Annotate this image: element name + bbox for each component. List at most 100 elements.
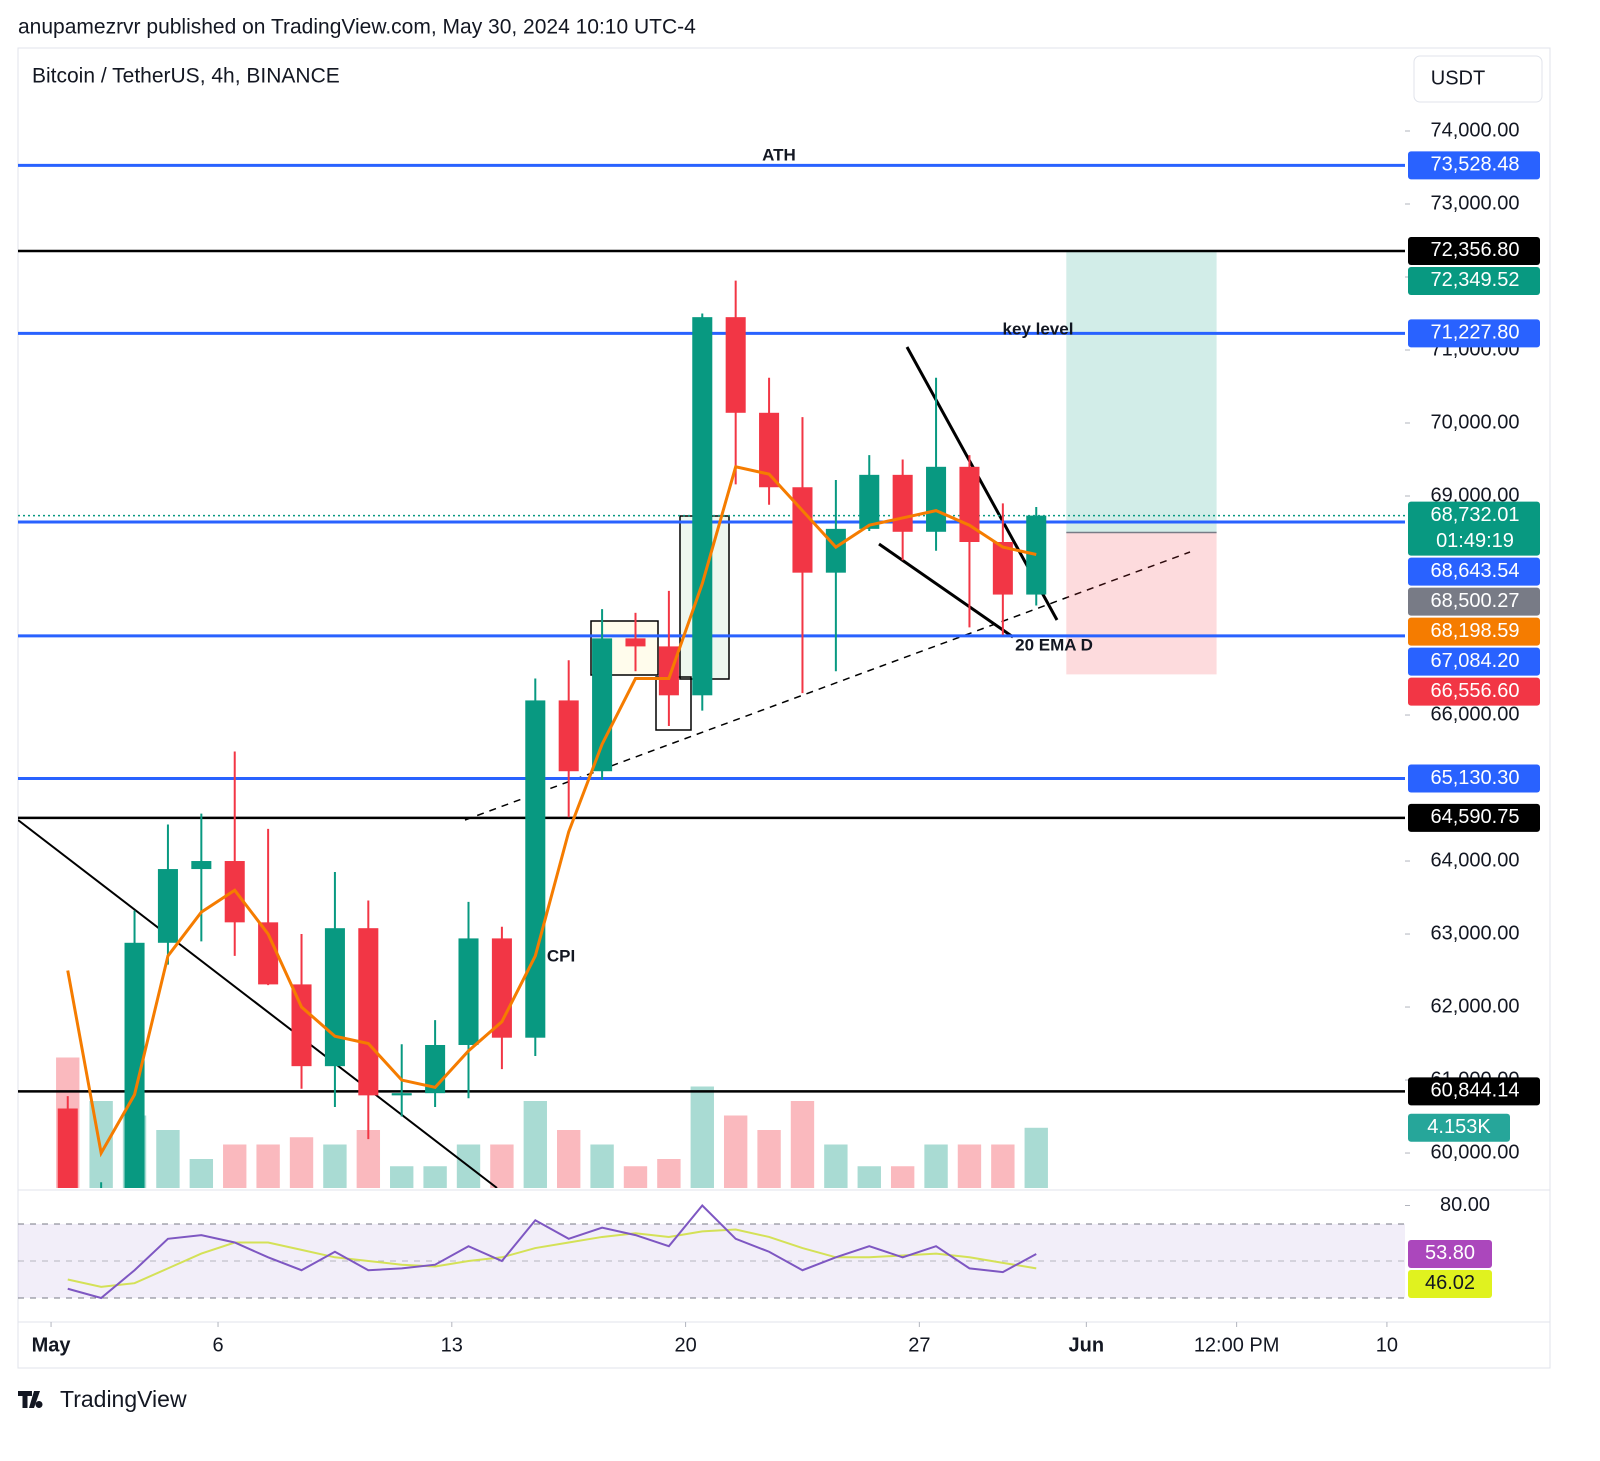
candle-body: [926, 466, 947, 532]
candle-body: [558, 700, 579, 772]
rsi-panel: 80.00 53.80 46.02: [18, 1194, 1492, 1300]
candle-body: [825, 528, 846, 573]
price-label-box: [1408, 236, 1540, 265]
price-label-box: [1408, 764, 1540, 793]
candle-body: [291, 984, 312, 1067]
y-tick-label: 69,000.00: [1431, 484, 1520, 506]
rsi-line: [67, 1228, 1037, 1288]
volume-layer: [56, 1057, 1048, 1188]
trend-line: [18, 819, 498, 1188]
rsi-line: [67, 1204, 1037, 1300]
candle-body: [124, 942, 145, 1188]
annotation: CPI: [547, 946, 575, 965]
volume-bar: [1024, 1127, 1048, 1188]
volume-bar: [824, 1144, 848, 1188]
currency-button[interactable]: [1413, 55, 1543, 103]
price-label: 66,556.60: [1431, 680, 1520, 702]
profit-zone: [1066, 251, 1217, 533]
price-label-box: [1408, 151, 1540, 180]
candle-body: [258, 922, 279, 985]
logo-mark: [18, 1391, 43, 1409]
x-tick-label: Jun: [1069, 1334, 1105, 1356]
y-tick-label: 63,000.00: [1431, 922, 1520, 944]
y-tick-label: 66,000.00: [1431, 703, 1520, 725]
rsi-ma-label-box: [1408, 1269, 1492, 1298]
candle-body: [992, 542, 1013, 595]
volume-bar: [323, 1144, 347, 1188]
x-tick-label: 27: [908, 1334, 930, 1356]
y-tick-label: 74,000.00: [1431, 119, 1520, 141]
price-label: 60,844.14: [1431, 1080, 1520, 1102]
candle-body: [658, 646, 679, 696]
volume-bar: [790, 1101, 815, 1188]
volume-label: 4.153K: [1427, 1116, 1491, 1138]
volume-bar: [757, 1130, 781, 1188]
y-tick-label: 64,000.00: [1431, 849, 1520, 871]
price-label: 72,349.52: [1431, 269, 1520, 291]
rsi-tick-label: 80.00: [1440, 1194, 1490, 1216]
candle-body: [358, 928, 379, 1096]
candle-body: [157, 869, 178, 943]
volume-bar: [289, 1137, 314, 1188]
price-label-box: [1408, 677, 1540, 706]
rsi-lines: [67, 1204, 1037, 1300]
volume-bar: [657, 1159, 681, 1188]
rsi-label: 53.80: [1425, 1242, 1475, 1264]
x-tick-label: 6: [212, 1334, 223, 1356]
volume-bar: [390, 1166, 414, 1188]
brand-logo: TradingView: [18, 1386, 187, 1412]
volume-bar: [590, 1144, 614, 1188]
candle-body: [692, 317, 713, 696]
brand: TradingView: [60, 1386, 187, 1412]
price-label: 68,198.59: [1431, 620, 1520, 642]
volume-bar: [623, 1166, 648, 1188]
price-label-box: [1408, 266, 1540, 295]
candle-body: [1026, 515, 1047, 595]
price-label-box: [1408, 501, 1540, 556]
volume-bar: [890, 1166, 915, 1188]
candle-body: [57, 1108, 78, 1188]
price-label: 65,130.30: [1431, 767, 1520, 789]
candle-body: [759, 412, 780, 488]
annotation: ATH: [762, 145, 796, 164]
candle-body: [892, 474, 913, 532]
price-label: 72,356.80: [1431, 239, 1520, 261]
price-label: 64,590.75: [1431, 806, 1520, 828]
rsi-label-box: [1408, 1239, 1492, 1268]
volume-bar: [156, 1130, 180, 1188]
volume-label-box: [1408, 1113, 1510, 1142]
volume-bar: [557, 1130, 581, 1188]
candle-body: [725, 317, 746, 413]
candle-body: [458, 938, 479, 1045]
volume-bar: [924, 1144, 948, 1188]
price-label-box: [1408, 1077, 1540, 1106]
x-tick-label: May: [32, 1334, 72, 1356]
volume-bar: [256, 1144, 280, 1188]
loss-zone: [1066, 532, 1217, 675]
x-tick-label: 20: [674, 1334, 696, 1356]
price-label-box: [1408, 319, 1540, 348]
price-label-box: [1408, 803, 1540, 832]
price-label: 71,227.80: [1431, 322, 1520, 344]
candle-body: [625, 638, 646, 647]
chart-title: Bitcoin / TetherUS, 4h, BINANCE: [32, 65, 340, 88]
candle-body: [859, 474, 880, 529]
candle-body: [191, 861, 212, 870]
volume-bar: [857, 1166, 881, 1188]
volume-bar: [423, 1166, 447, 1188]
level-lines: [18, 163, 1405, 1093]
volume-bar: [523, 1101, 547, 1188]
header: anupamezrvr published on TradingView.com…: [18, 16, 696, 39]
rsi-ma-label: 46.02: [1425, 1272, 1475, 1294]
axes: 74,000.0073,000.0072,000.0071,000.0070,0…: [32, 119, 1540, 1356]
price-label-box: [1408, 617, 1540, 646]
price-label-box: [1408, 587, 1540, 616]
currency: USDT: [1431, 67, 1485, 89]
frame: [17, 47, 1551, 1369]
volume-bar: [356, 1130, 381, 1188]
volume-bar: [991, 1144, 1015, 1188]
y-tick-label: 62,000.00: [1431, 995, 1520, 1017]
x-tick-label: 13: [441, 1334, 463, 1356]
annotation: 20 EMA D: [1015, 635, 1093, 654]
